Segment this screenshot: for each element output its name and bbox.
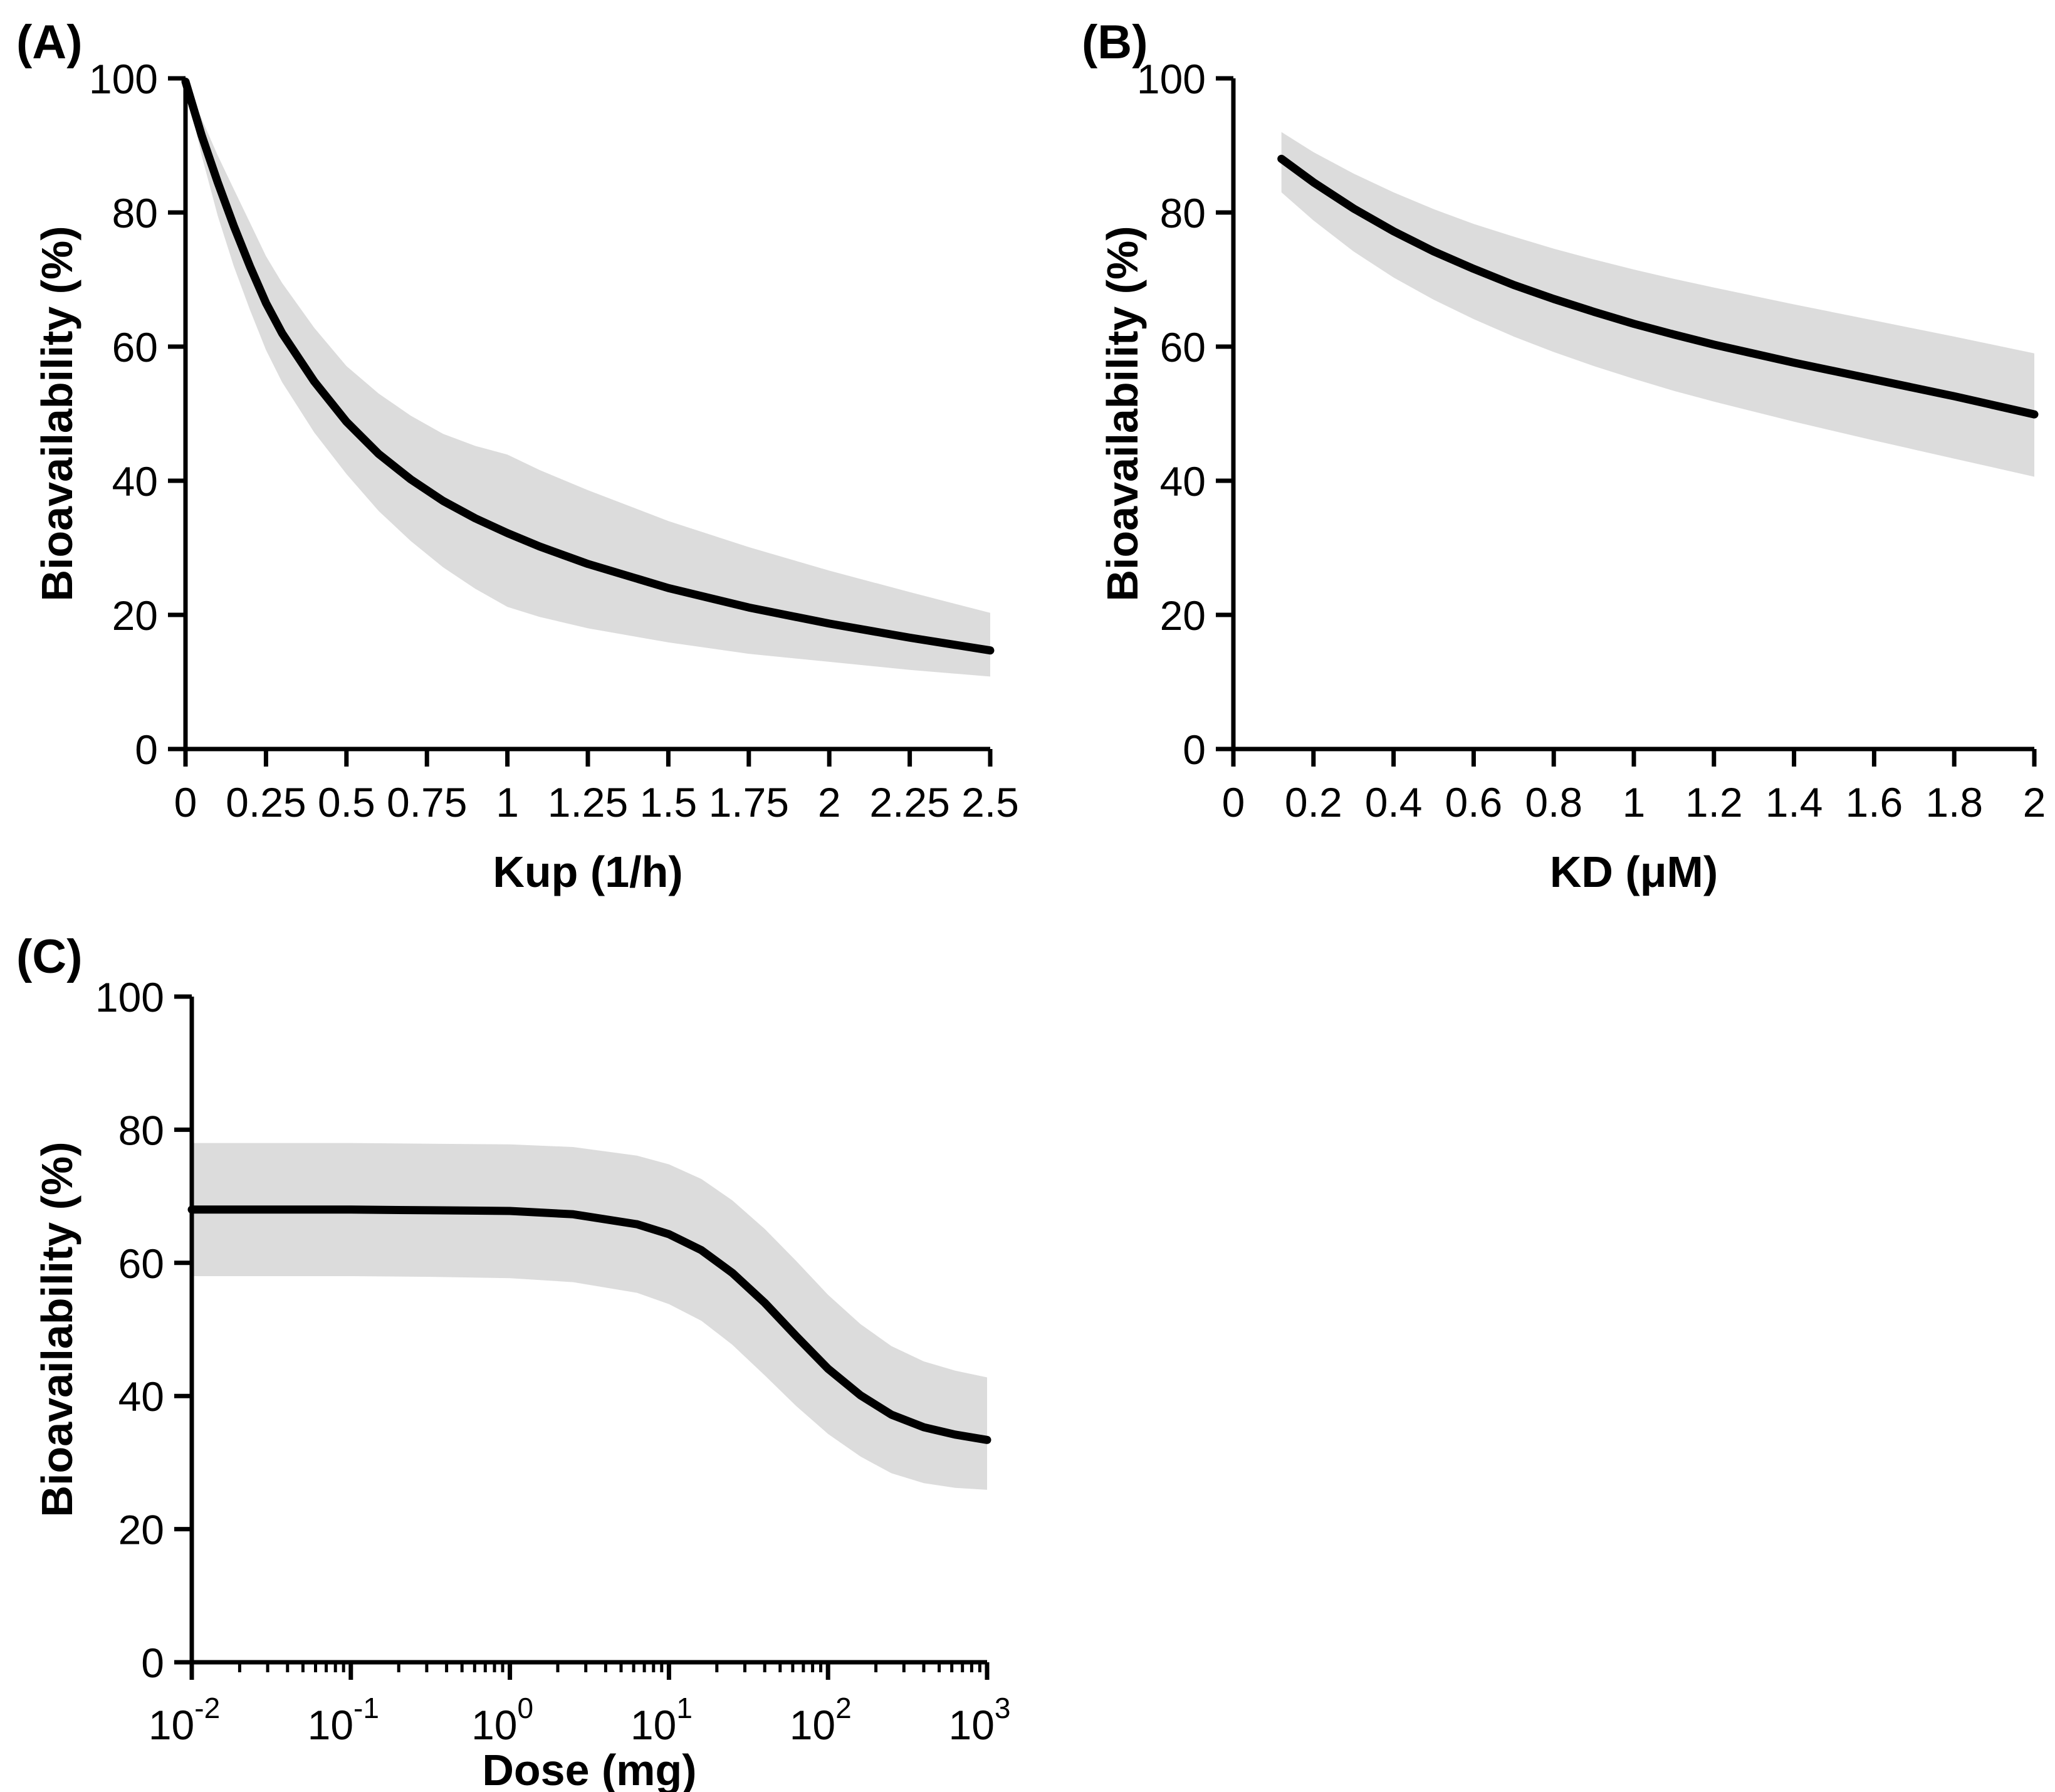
median-line bbox=[181, 77, 995, 655]
x-tick-label: 1 bbox=[496, 779, 519, 825]
y-axis-title: Bioavailability (%) bbox=[33, 226, 81, 601]
x-tick-label: 0 bbox=[174, 779, 197, 825]
y-tick-label: 40 bbox=[112, 458, 158, 505]
x-tick-label: 1.4 bbox=[1765, 779, 1823, 825]
x-tick-label: 0.8 bbox=[1525, 779, 1582, 825]
x-tick-label: 1.5 bbox=[640, 779, 698, 825]
y-tick-label: 0 bbox=[1183, 726, 1206, 773]
y-tick-label: 80 bbox=[118, 1107, 164, 1153]
y-axis-title: Bioavailability (%) bbox=[33, 1141, 81, 1517]
panel-b-chart: 0 20 40 60 80 100 0 0.2 0.4 0.6 0.8 1 1.2 1.4 1.6 1.8 2 K… bbox=[1082, 16, 2046, 896]
x-tick-label: 1 bbox=[1623, 779, 1646, 825]
x-tick-label: 100 bbox=[471, 1692, 533, 1748]
x-tick-label: 2.5 bbox=[961, 779, 1019, 825]
x-tick-label: 1.75 bbox=[709, 779, 789, 825]
x-tick-label: 0.4 bbox=[1365, 779, 1423, 825]
y-tick-label: 60 bbox=[112, 324, 158, 370]
x-tick-label: 101 bbox=[630, 1692, 693, 1748]
x-axis-title: Dose (mg) bbox=[482, 1746, 696, 1792]
y-tick-label: 40 bbox=[1160, 458, 1206, 505]
x-tick-label: 0.6 bbox=[1445, 779, 1503, 825]
y-tick-label: 100 bbox=[1137, 56, 1206, 102]
x-tick-label: 0.5 bbox=[318, 779, 375, 825]
median-line bbox=[187, 1205, 991, 1444]
confidence-band bbox=[1281, 132, 2034, 477]
x-tick-label: 1.8 bbox=[1925, 779, 1983, 825]
y-tick-label: 40 bbox=[118, 1373, 164, 1420]
y-tick-label: 100 bbox=[89, 56, 158, 102]
x-tick-label: 2 bbox=[818, 779, 841, 825]
x-axis-title: KD (μM) bbox=[1550, 847, 1718, 896]
x-tick-label: 0.75 bbox=[387, 779, 467, 825]
y-tick-label: 60 bbox=[118, 1240, 164, 1287]
panel-c-chart: 0 20 40 60 80 100 10-2 10-1 100 101 102 103 Dose (mg… bbox=[16, 930, 1011, 1792]
confidence-band bbox=[192, 1143, 987, 1490]
x-tick-label: 0 bbox=[1222, 779, 1245, 825]
y-axis-title: Bioavailability (%) bbox=[1098, 226, 1147, 601]
x-tick-label: 102 bbox=[790, 1692, 852, 1748]
y-tick-label: 0 bbox=[135, 726, 158, 773]
y-tick-label: 20 bbox=[1160, 592, 1206, 639]
x-tick-label: 0.2 bbox=[1285, 779, 1342, 825]
x-tick-label: 1.25 bbox=[548, 779, 628, 825]
y-tick-label: 100 bbox=[95, 974, 164, 1020]
x-tick-label: 2.25 bbox=[869, 779, 949, 825]
panel-letter: (B) bbox=[1082, 16, 1148, 69]
y-tick-label: 0 bbox=[141, 1640, 164, 1686]
panel-letter: (C) bbox=[16, 930, 83, 983]
y-tick-label: 80 bbox=[1160, 190, 1206, 236]
confidence-band bbox=[186, 80, 990, 677]
panel-a-chart: 0 20 40 60 80 100 0 0.25 0.5 0.75 1 1.25 1.5 1.75 2 2.2… bbox=[16, 16, 1019, 896]
x-tick-label: 103 bbox=[948, 1692, 1010, 1748]
x-tick-label: 10-2 bbox=[149, 1692, 220, 1748]
y-tick-label: 60 bbox=[1160, 324, 1206, 370]
x-axis-title: Kup (1/h) bbox=[493, 847, 682, 896]
median-line bbox=[1277, 154, 2039, 419]
x-tick-label: 1.2 bbox=[1685, 779, 1743, 825]
panel-letter: (A) bbox=[16, 16, 83, 69]
x-tick-label: 0.25 bbox=[226, 779, 306, 825]
x-tick-label: 1.6 bbox=[1846, 779, 1903, 825]
x-tick-label: 2 bbox=[2023, 779, 2046, 825]
y-tick-label: 20 bbox=[112, 592, 158, 639]
x-tick-label: 10-1 bbox=[308, 1692, 379, 1748]
y-tick-label: 20 bbox=[118, 1507, 164, 1553]
y-tick-label: 80 bbox=[112, 190, 158, 236]
